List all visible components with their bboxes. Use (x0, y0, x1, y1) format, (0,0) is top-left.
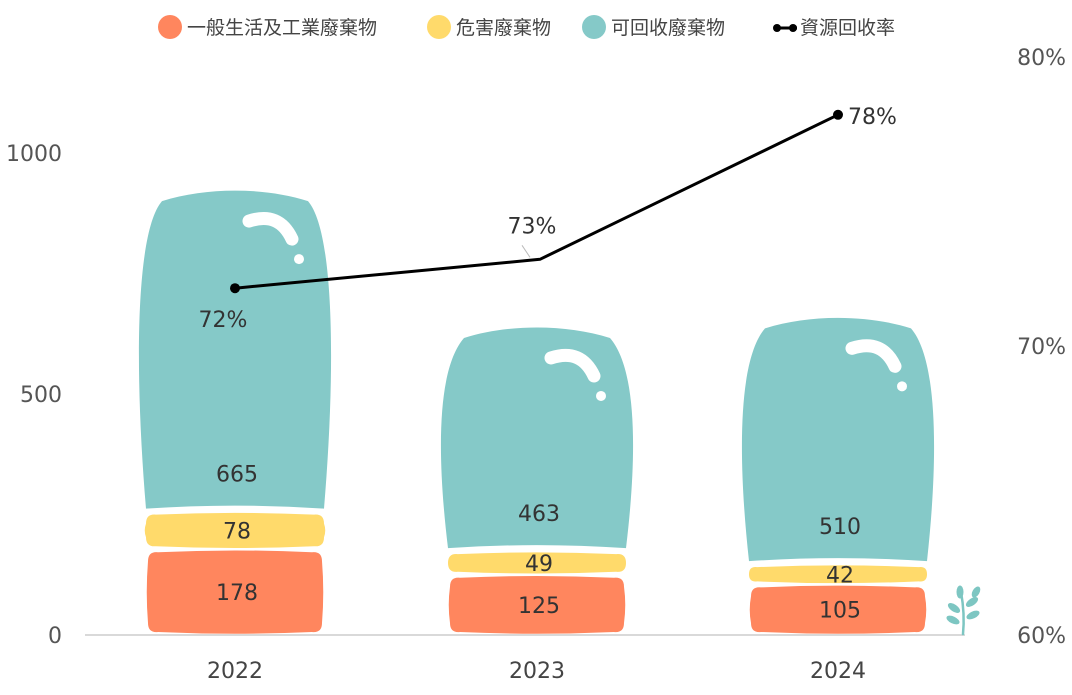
highlight-dot (596, 390, 606, 401)
legend-label: 可回收廢棄物 (611, 17, 725, 39)
bar-value-label: 125 (518, 594, 560, 619)
legend-item-1: 一般生活及工業廢棄物 (158, 15, 377, 39)
rate-marker (230, 283, 240, 294)
rate-marker (833, 109, 843, 120)
legend-marker (789, 24, 797, 32)
bar-value-label: 42 (826, 563, 854, 588)
legend-marker (773, 24, 781, 32)
sprout-leaf (966, 610, 980, 620)
decorations (946, 585, 981, 636)
bar-value-label: 78 (223, 519, 251, 544)
bar-stack-2022: 178 78 665 (138, 190, 332, 634)
rate-label: 78% (848, 105, 897, 130)
bar-segment-2 (144, 512, 326, 548)
bubble-highlight-icon (242, 211, 304, 265)
sprout-leaf (947, 603, 961, 613)
bars: 178 78 665 125 49 463 105 42 510 (138, 190, 935, 634)
y2-tick-label: 80% (1017, 46, 1066, 71)
bar-segment-3 (741, 317, 935, 562)
bar-value-label: 463 (518, 502, 560, 527)
rate-label-leader (521, 245, 531, 258)
x-tick-label: 2024 (810, 659, 866, 684)
sprout-leaf (956, 585, 964, 599)
sprout-leaf (946, 615, 960, 625)
highlight-stroke (544, 348, 601, 383)
legend-item-2: 危害廢棄物 (427, 15, 551, 39)
sprout-leaf (971, 586, 981, 598)
legend-item-4: 資源回收率 (773, 17, 895, 39)
x-tick-label: 2023 (509, 659, 565, 684)
bar-stack-2024: 105 42 510 (741, 317, 935, 634)
legend-swatch (582, 15, 606, 39)
rate-line-path (234, 113, 839, 290)
bubble-highlight-icon (544, 348, 606, 401)
bar-segment-2 (747, 565, 929, 584)
legend: 一般生活及工業廢棄物 危害廢棄物 可回收廢棄物 資源回收率 (158, 15, 895, 39)
bubble-highlight-icon (845, 339, 907, 392)
y-tick-label: 1000 (6, 142, 62, 167)
legend-item-3: 可回收廢棄物 (582, 15, 725, 39)
y-tick-label: 500 (20, 383, 62, 408)
bar-segment-1 (749, 585, 927, 634)
legend-swatch (427, 15, 451, 39)
x-tick-label: 2022 (207, 659, 263, 684)
rate-label: 73% (508, 214, 557, 239)
highlight-dot (294, 254, 304, 265)
legend-label: 一般生活及工業廢棄物 (187, 17, 377, 39)
bar-segment-3 (440, 327, 634, 549)
bar-value-label: 665 (216, 463, 258, 488)
bar-value-label: 178 (216, 581, 258, 606)
bar-value-label: 49 (525, 552, 553, 577)
axes: 0 500 1000 60% 70% 80% 2022 2023 2024 (6, 46, 1066, 684)
highlight-stroke (242, 211, 299, 246)
rate-line: 72% 73% 78% (199, 105, 897, 333)
rate-label: 72% (199, 308, 248, 333)
bar-value-label: 510 (819, 515, 861, 540)
highlight-stroke (845, 339, 902, 373)
sprout-stem (959, 590, 965, 636)
sprout-icon (946, 585, 981, 636)
bar-segment-1 (146, 550, 324, 634)
bar-segment-1 (448, 576, 626, 634)
y2-tick-label: 70% (1017, 335, 1066, 360)
bar-value-label: 105 (819, 599, 861, 624)
highlight-dot (897, 381, 907, 392)
bar-segment-3 (138, 190, 332, 509)
legend-label: 資源回收率 (800, 17, 895, 39)
legend-label: 危害廢棄物 (456, 17, 551, 39)
legend-swatch (158, 15, 182, 39)
sprout-leaf (965, 597, 979, 607)
y-tick-label: 0 (48, 624, 62, 649)
bar-stack-2023: 125 49 463 (440, 327, 634, 634)
y2-tick-label: 60% (1017, 624, 1066, 649)
bar-segment-2 (446, 552, 628, 574)
